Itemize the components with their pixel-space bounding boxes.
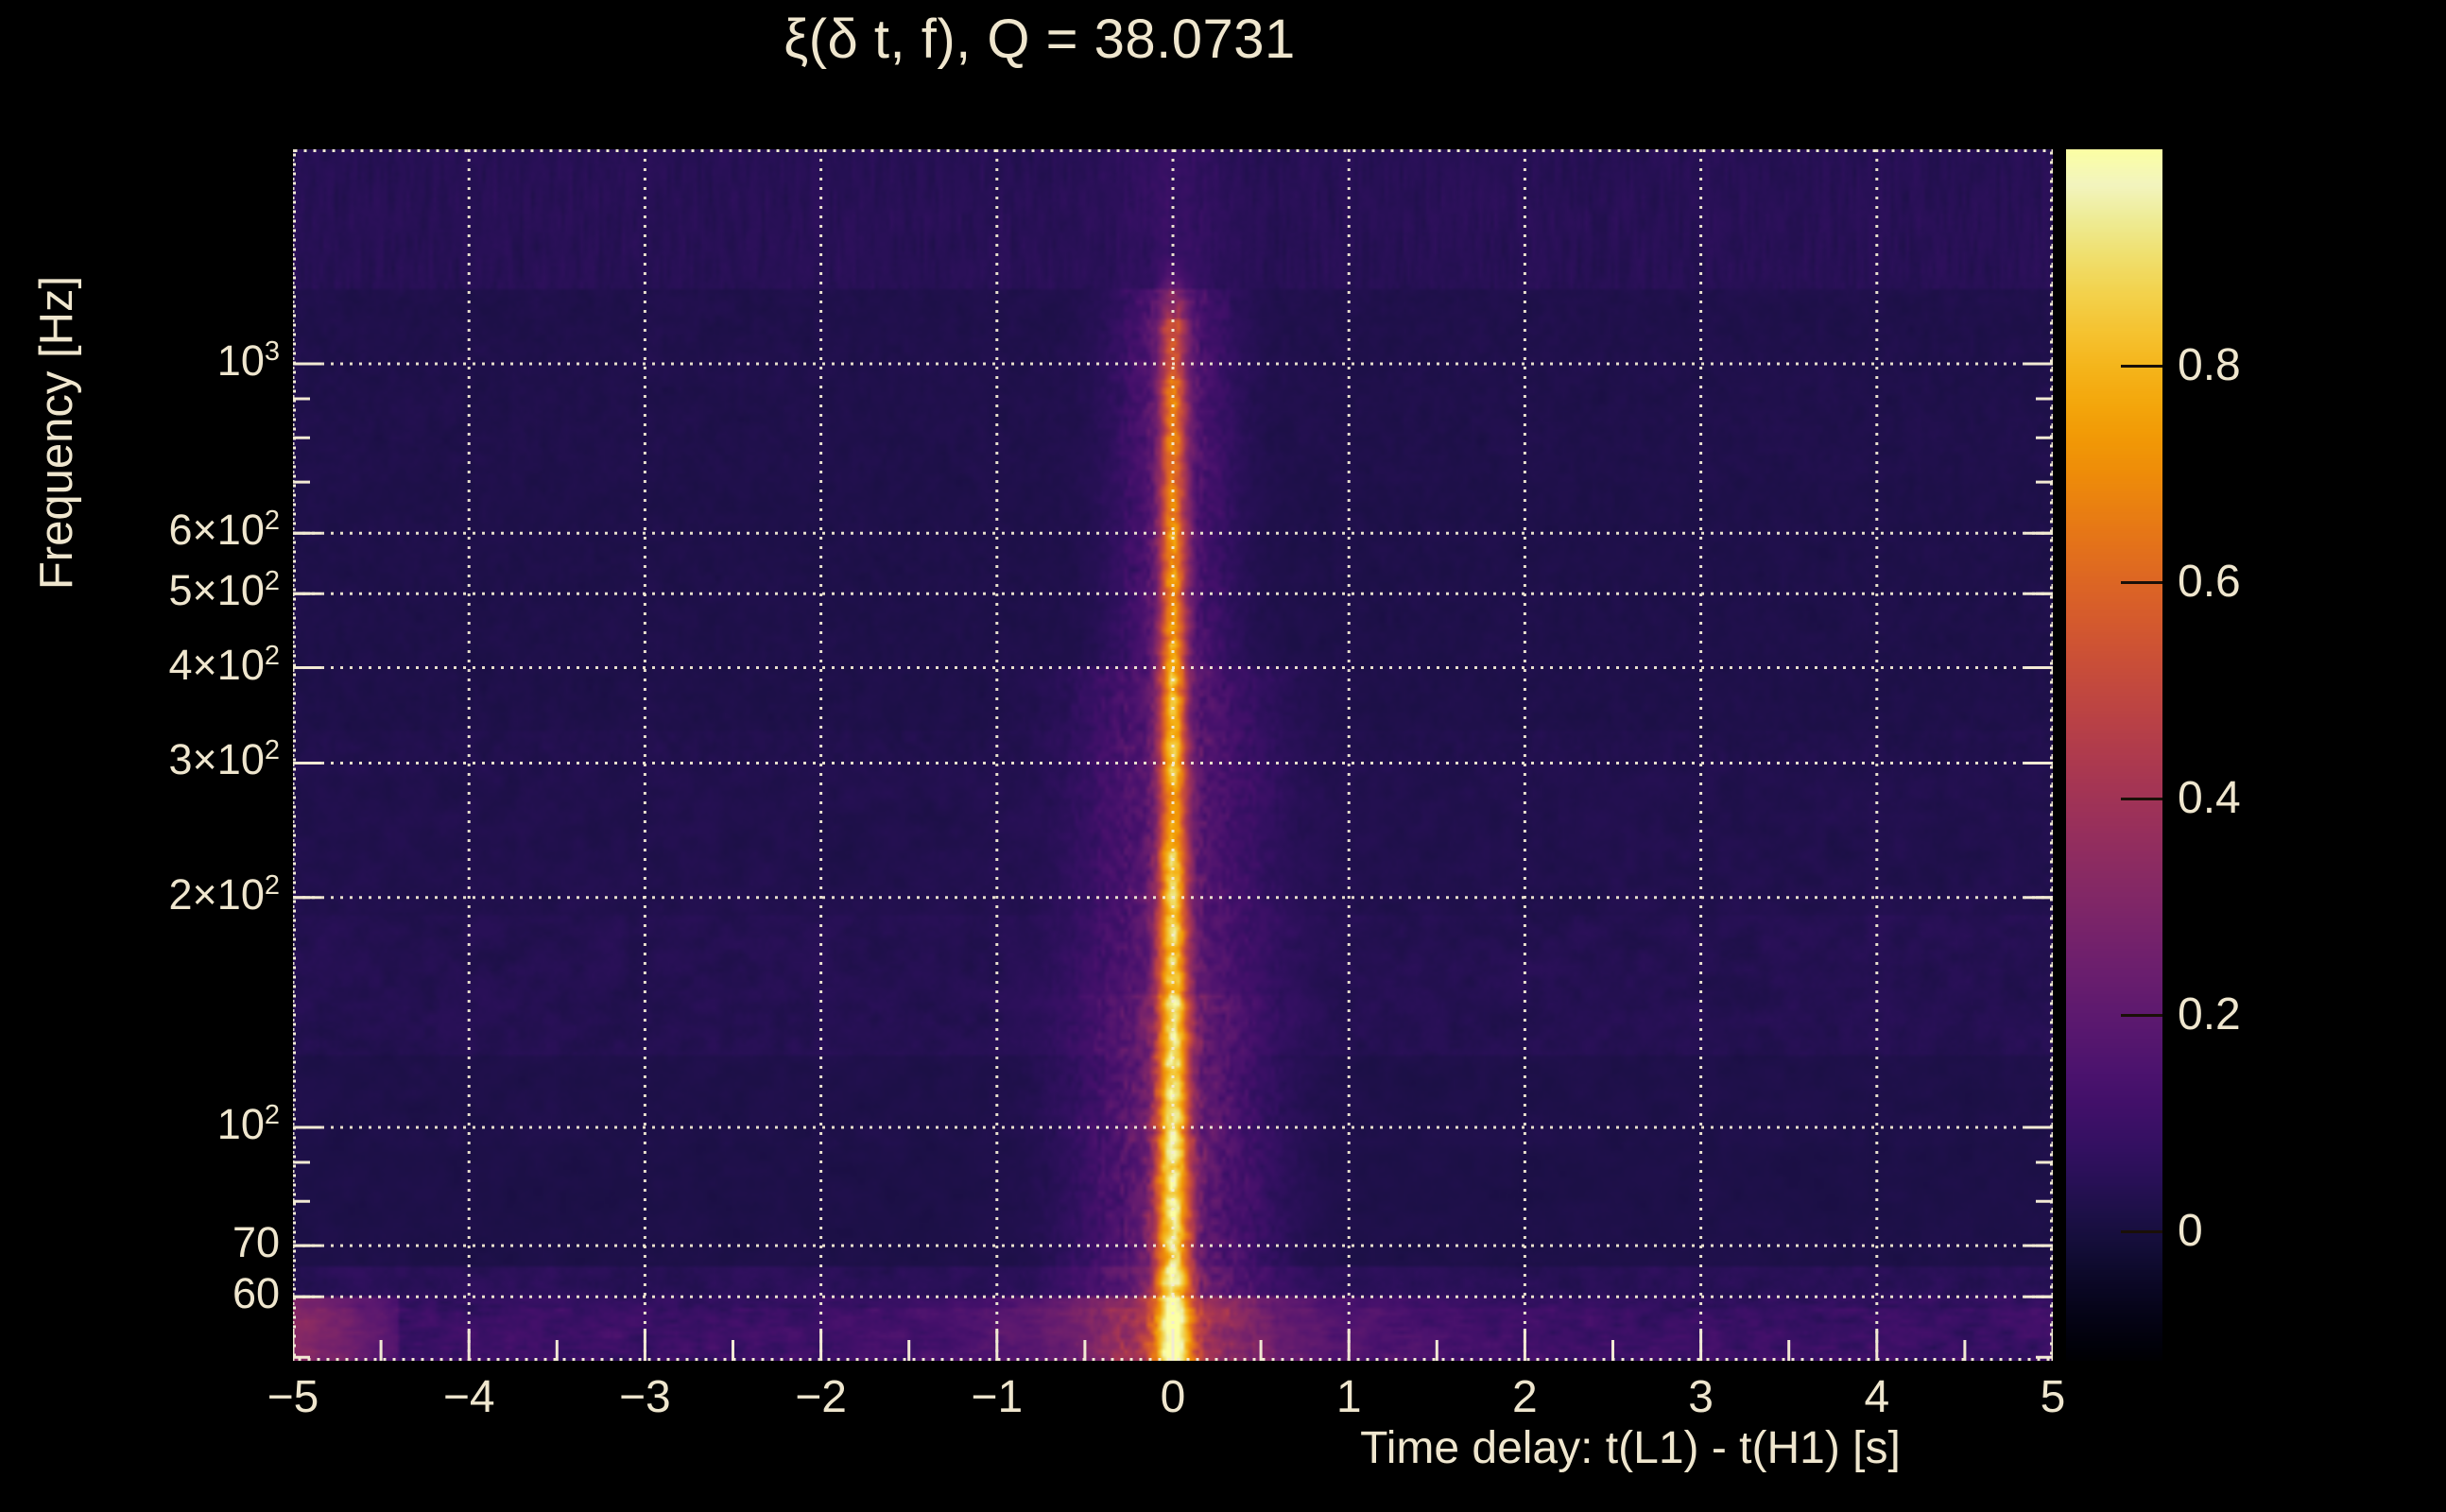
y-tick-label-100: 102 bbox=[216, 1100, 280, 1148]
colorbar-tick-mark bbox=[2121, 364, 2162, 368]
colorbar-tick-mark bbox=[2121, 580, 2162, 584]
y-tick-label-60: 60 bbox=[232, 1269, 280, 1318]
heatmap-image bbox=[293, 149, 2053, 1361]
y-axis-ticklabels: 103 6×102 5×102 4×102 3×102 2×102 102 70 60 bbox=[0, 0, 284, 1512]
x-tick-label--2: −2 bbox=[795, 1372, 847, 1422]
y-tick-label-400: 4×102 bbox=[168, 640, 280, 689]
y-tick-label-300: 3×102 bbox=[168, 735, 280, 784]
colorbar-tick-label-0p2: 0.2 bbox=[2178, 988, 2241, 1040]
colorbar-tick-mark bbox=[2121, 797, 2162, 800]
colorbar bbox=[2066, 149, 2162, 1361]
plot-title: ξ(δ t, f), Q = 38.0731 bbox=[784, 9, 1296, 70]
x-tick-label--4: −4 bbox=[442, 1372, 495, 1422]
x-tick-label-0: 0 bbox=[1160, 1372, 1186, 1422]
y-tick-label-500: 5×102 bbox=[168, 566, 280, 615]
colorbar-gradient bbox=[2066, 149, 2162, 1361]
x-tick-label--3: −3 bbox=[619, 1372, 671, 1422]
x-tick-label--1: −1 bbox=[971, 1372, 1024, 1422]
y-tick-label-1000: 103 bbox=[216, 336, 280, 385]
y-tick-label-70: 70 bbox=[232, 1218, 280, 1267]
colorbar-tick-label-0p6: 0.6 bbox=[2178, 556, 2241, 607]
y-axis-title: Frequency [Hz] bbox=[31, 275, 82, 591]
x-tick-label-5: 5 bbox=[2040, 1372, 2066, 1422]
colorbar-tick-label-0p8: 0.8 bbox=[2178, 339, 2241, 390]
colorbar-tick-mark bbox=[2121, 1013, 2162, 1017]
x-tick-label-3: 3 bbox=[1688, 1372, 1714, 1422]
x-tick-label-2: 2 bbox=[1512, 1372, 1538, 1422]
y-tick-label-600: 6×102 bbox=[168, 506, 280, 555]
x-axis-title: Time delay: t(L1) - t(H1) [s] bbox=[1360, 1423, 1901, 1473]
colorbar-tick-label-0p4: 0.4 bbox=[2178, 772, 2241, 823]
spectrogram-plot-area bbox=[293, 149, 2053, 1361]
colorbar-tick-mark bbox=[2121, 1229, 2162, 1233]
x-tick-label-4: 4 bbox=[1864, 1372, 1890, 1422]
x-tick-label--5: −5 bbox=[267, 1372, 319, 1422]
x-tick-label-1: 1 bbox=[1335, 1372, 1362, 1422]
y-tick-label-200: 2×102 bbox=[168, 869, 280, 919]
colorbar-tick-label-0: 0 bbox=[2178, 1205, 2203, 1256]
